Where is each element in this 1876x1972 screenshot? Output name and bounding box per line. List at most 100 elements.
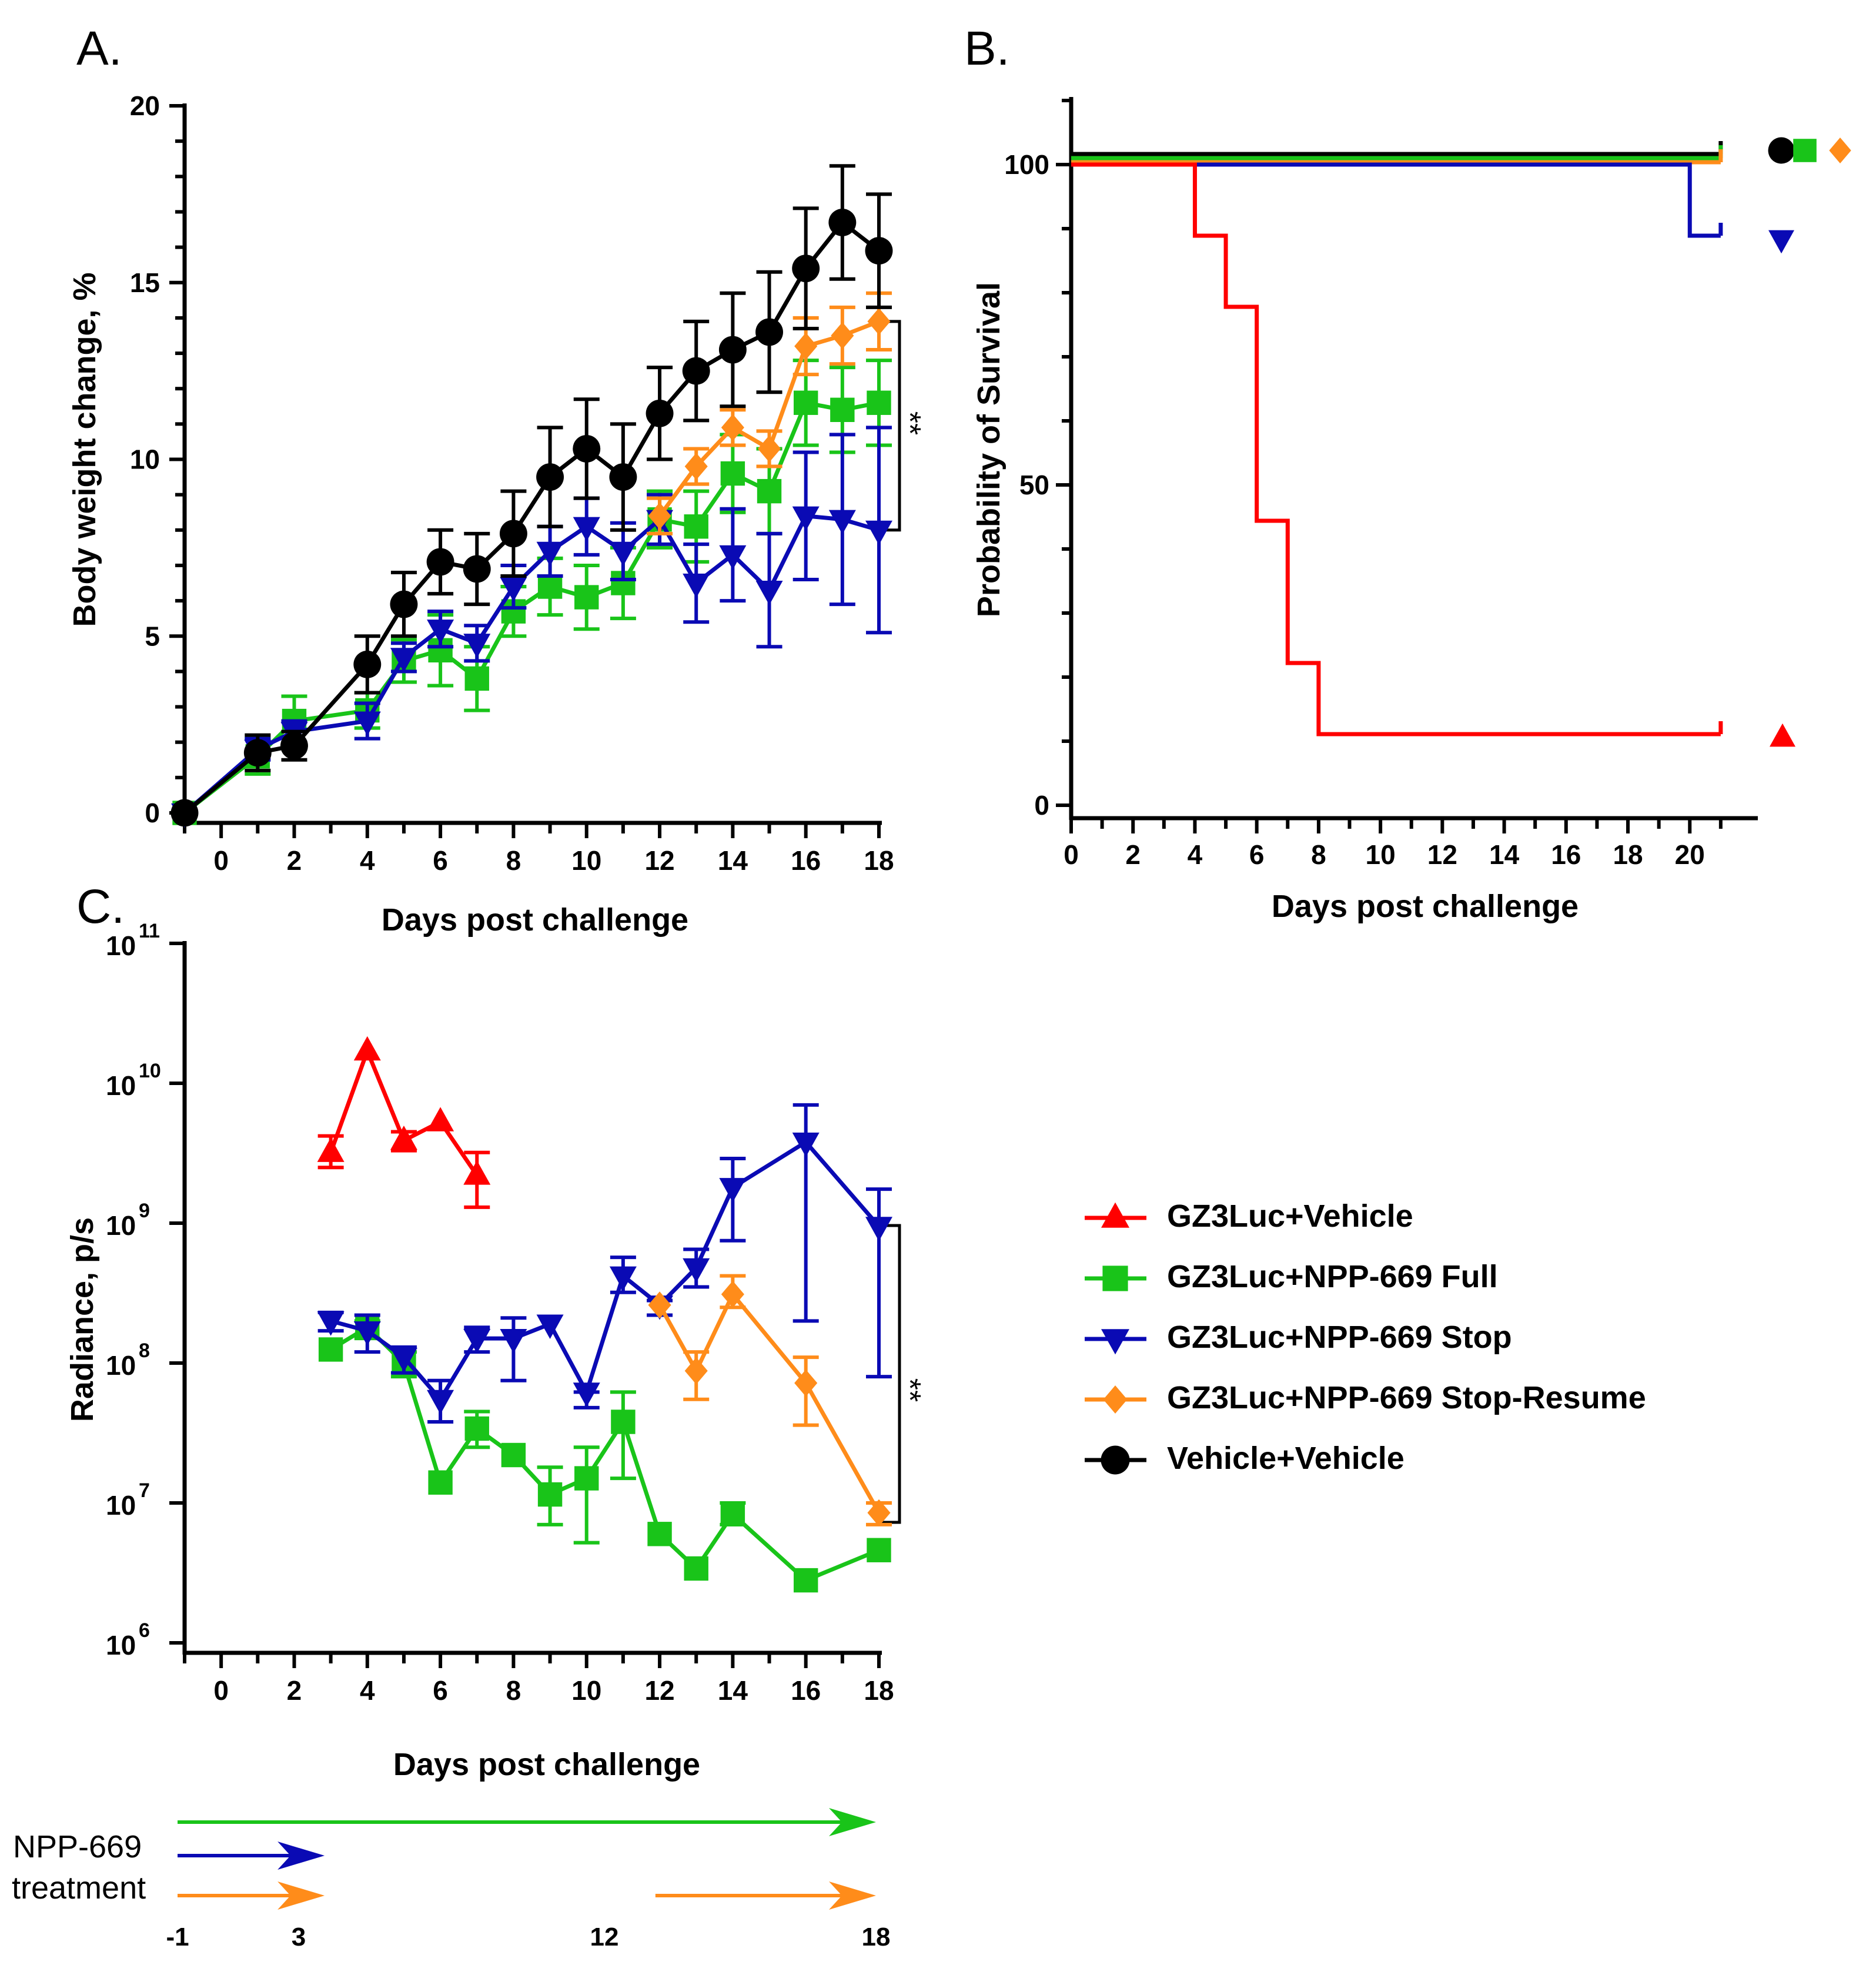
panel-c-x-tick-label: 12 — [644, 1675, 674, 1706]
panel-a-data-point — [243, 739, 272, 767]
panel-a-data-point — [609, 463, 637, 491]
legend-label-vehicle-vehicle: Vehicle+Vehicle — [1167, 1441, 1405, 1476]
panel-a-data-point — [865, 520, 892, 545]
panel-a-data-point — [828, 209, 857, 236]
panel-a-data-point — [353, 711, 381, 736]
panel-b-x-tick-label: 0 — [1064, 839, 1079, 870]
panel-b-survival-curve — [1071, 162, 1723, 736]
panel-c-x-tick-label: 18 — [864, 1675, 894, 1706]
panel-c-data-point — [427, 1107, 454, 1131]
panel-a-data-point — [757, 435, 781, 463]
panel-c-x-tick-label: 8 — [506, 1675, 521, 1706]
panel-c-x-tick-label: 14 — [718, 1675, 748, 1706]
panel-c-data-point — [719, 1178, 747, 1203]
panel-b-x-tick-label: 2 — [1125, 839, 1141, 870]
panel-b-y-axis-title: Probability of Survival — [971, 282, 1006, 617]
panel-b-end-marker — [1793, 139, 1817, 162]
panel-a-x-tick-label: 6 — [433, 845, 448, 876]
panel-c-data-point — [792, 1132, 820, 1157]
panel-c-significance-label: ** — [892, 1378, 927, 1402]
panel-a-data-point — [867, 390, 891, 415]
panel-c-x-tick-label: 10 — [571, 1675, 601, 1706]
panel-c-data-point — [317, 1311, 345, 1336]
treatment-arrow-head — [277, 1842, 325, 1870]
legend-marker — [1102, 1265, 1128, 1291]
panel-a-data-point — [831, 322, 854, 349]
panel-a-data-point — [463, 634, 491, 658]
treatment-tick-label: -1 — [166, 1923, 189, 1951]
panel-a-data-point — [646, 399, 674, 427]
panel-a-data-point — [390, 590, 418, 618]
panel-c-data-point — [609, 1266, 637, 1291]
panel-a-data-point — [828, 510, 856, 535]
panel-a-data-point — [573, 434, 601, 463]
panel-a-data-point — [426, 548, 454, 576]
panel-b-survival-curve — [1071, 149, 1723, 165]
panel-c-data-point — [573, 1382, 600, 1407]
panel-a-x-tick-label: 18 — [864, 845, 894, 876]
panel-c-data-point — [500, 1328, 527, 1354]
panel-c-data-point — [501, 1442, 526, 1468]
panel-a-x-tick-label: 12 — [644, 845, 674, 876]
treatment-tick-label: 12 — [590, 1923, 619, 1951]
treatment-label-line1: NPP-669 — [13, 1829, 142, 1864]
panel-a-data-point — [573, 517, 600, 542]
panel-b-x-tick-label: 18 — [1613, 839, 1643, 870]
panel-c-x-tick-label: 4 — [360, 1675, 375, 1706]
panel-a-x-tick-label: 2 — [287, 845, 302, 876]
panel-c-data-point — [464, 1416, 489, 1441]
panel-a-data-point — [721, 414, 744, 441]
panel-c-data-point — [867, 1499, 891, 1526]
panel-b-y-tick-label: 50 — [1019, 470, 1049, 500]
panel-c-data-point — [318, 1337, 343, 1362]
panel-a-data-point — [682, 357, 710, 385]
panel-a-data-point — [794, 333, 818, 360]
panel-a-y-tick-label: 20 — [130, 91, 160, 121]
panel-a-significance-label: ** — [892, 411, 927, 435]
panel-c-y-tick-exponent: 7 — [139, 1479, 150, 1502]
panel-c-y-tick-label: 10 — [106, 1210, 136, 1241]
treatment-arrow-head — [829, 1881, 876, 1910]
treatment-label-line2: treatment — [12, 1870, 146, 1906]
panel-b-x-tick-label: 12 — [1427, 839, 1457, 870]
panel-a-data-point — [793, 390, 818, 415]
panel-a-data-point — [755, 318, 783, 346]
panel-a-data-point — [648, 502, 671, 530]
panel-c-data-point — [683, 1258, 710, 1283]
legend-marker — [1101, 1202, 1129, 1228]
panel-a-series-line — [183, 514, 880, 815]
panel-c-data-point — [390, 1348, 417, 1372]
panel-c-data-point — [721, 1281, 744, 1308]
panel-b-end-marker — [1829, 138, 1851, 163]
panel-a-data-point — [867, 307, 891, 335]
panel-c-data-point — [390, 1126, 417, 1150]
panel-a-data-point — [720, 461, 745, 486]
panel-b-x-tick-label: 16 — [1551, 839, 1581, 870]
panel-a-data-point — [865, 237, 893, 265]
panel-a-data-point — [353, 650, 382, 678]
legend-marker — [1101, 1445, 1130, 1475]
panel-a-data-point — [499, 520, 527, 548]
panel-c-data-point — [574, 1466, 599, 1491]
panel-a-data-point — [684, 514, 708, 539]
panel-c-data-point — [537, 1482, 563, 1507]
panel-a-data-point — [464, 666, 489, 691]
panel-c-data-point — [684, 1357, 708, 1385]
panel-c-data-point — [647, 1522, 672, 1546]
panel-b-x-axis-title: Days post challenge — [1272, 889, 1579, 924]
treatment-arrow-head — [277, 1881, 325, 1910]
panel-b-survival-curve — [1071, 162, 1723, 238]
panel-c-data-point — [684, 1556, 708, 1581]
legend: GZ3Luc+Vehicle GZ3Luc+NPP-669 Full GZ3Lu… — [1085, 1198, 1646, 1476]
panel-a-y-axis-title: Body weight change, % — [67, 272, 102, 627]
legend-label-npp669-stop-resume: GZ3Luc+NPP-669 Stop-Resume — [1167, 1380, 1646, 1415]
panel-c-data-point — [867, 1538, 891, 1562]
treatment-arrow-head — [829, 1808, 876, 1836]
panel-b-survival-curve — [1071, 145, 1723, 160]
panel-a-y-tick-label: 5 — [145, 621, 160, 651]
panel-c-data-point — [463, 1160, 491, 1185]
panel-a-data-point — [170, 799, 199, 827]
legend-label-gz3luc-vehicle: GZ3Luc+Vehicle — [1167, 1198, 1413, 1234]
panel-a-x-tick-label: 14 — [718, 845, 748, 876]
